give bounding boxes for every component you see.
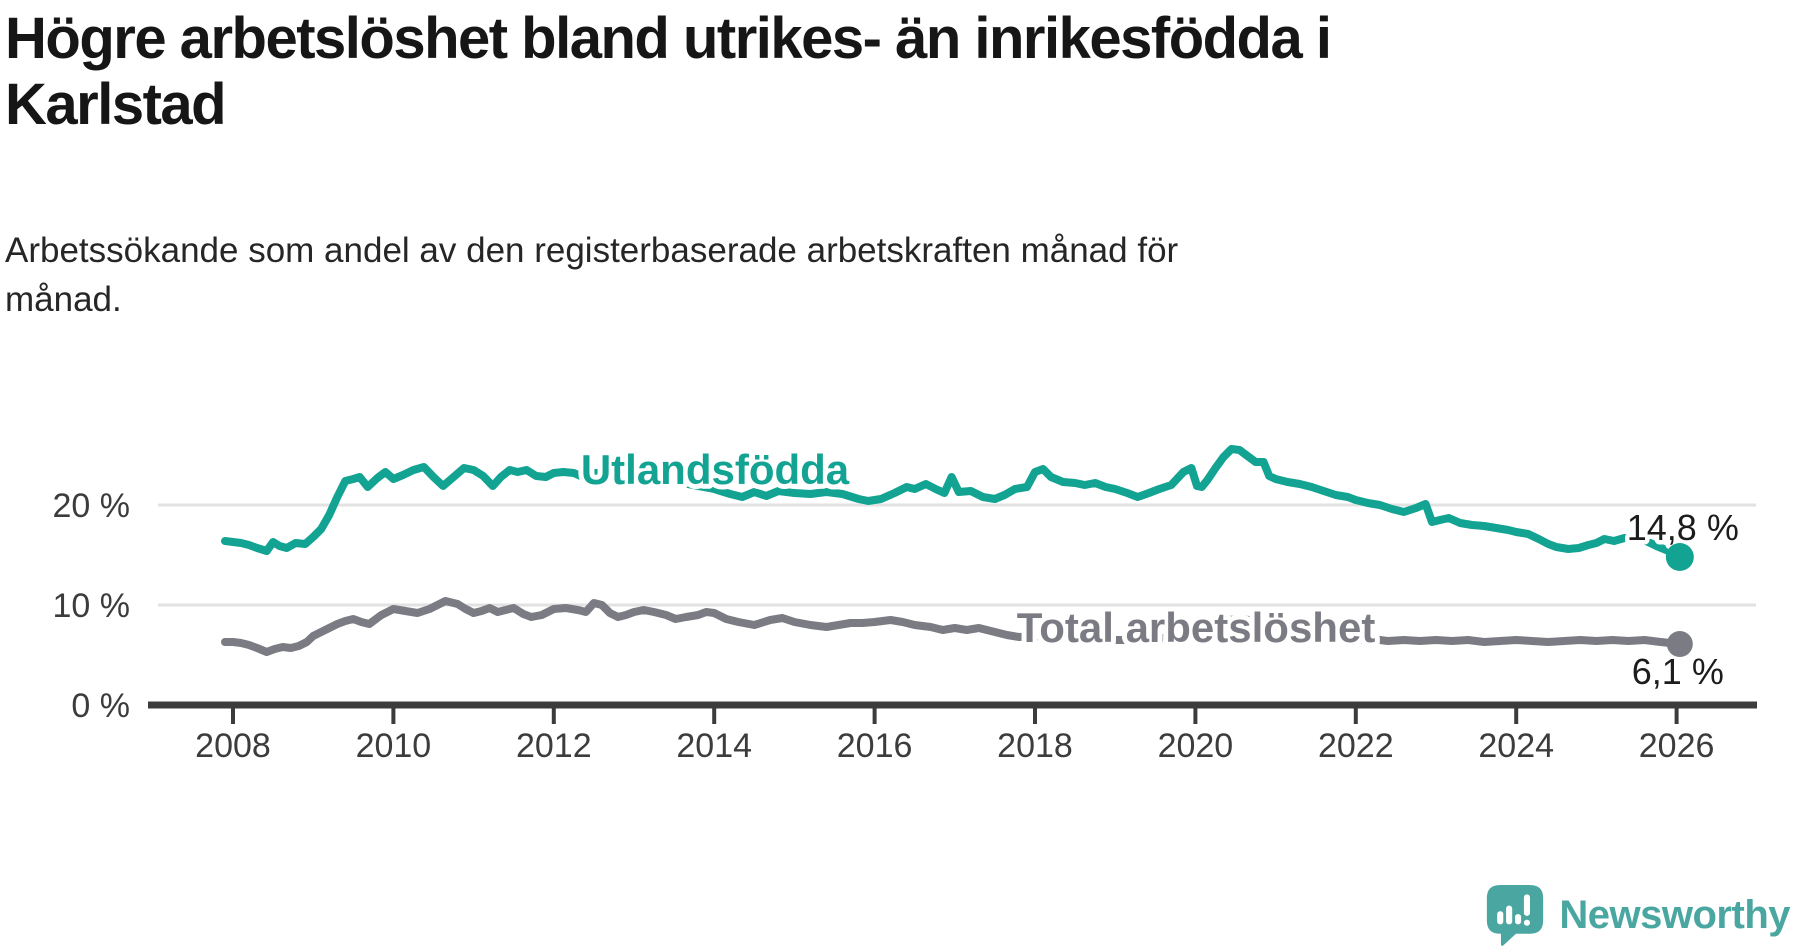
utlandsfodda-line — [221, 445, 1684, 561]
x-tick-label-2008: 2008 — [195, 727, 271, 765]
x-tick-label-2012: 2012 — [516, 727, 592, 765]
chart-title-line1: Högre arbetslöshet bland utrikes- än inr… — [5, 6, 1332, 71]
newsworthy-logo-icon — [1487, 885, 1544, 946]
total-arbetsloshet-end-value-label: 6,1 % — [1632, 651, 1724, 692]
total-arbetsloshet-series-label: Total arbetslöshet — [1017, 604, 1376, 651]
x-tick-label-2014: 2014 — [676, 727, 752, 765]
x-tick-label-2022: 2022 — [1318, 727, 1394, 765]
utlandsfodda-series-label: Utlandsfödda — [581, 446, 850, 493]
utlandsfodda-end-value-label: 14,8 % — [1627, 507, 1739, 548]
total-arbetsloshet-line — [221, 597, 1684, 656]
total-arbetsloshet-end-dot — [1666, 631, 1693, 657]
chart-title-line2: Karlstad — [5, 72, 227, 137]
chart-subtitle: Arbetssökande som andel av den registerb… — [5, 226, 1565, 324]
newsworthy-logo: Newsworthy — [1485, 882, 1790, 948]
x-tick-label-2018: 2018 — [997, 727, 1073, 765]
x-tick-label-2010: 2010 — [356, 727, 432, 765]
x-tick-label-2024: 2024 — [1478, 727, 1554, 765]
chart-subtitle-line2: månad. — [5, 280, 122, 319]
y-tick-label-20: 20 % — [53, 487, 131, 525]
y-tick-label-0: 0 % — [71, 687, 130, 725]
y-tick-label-10: 10 % — [53, 587, 131, 625]
chart-subtitle-line1: Arbetssökande som andel av den registerb… — [5, 231, 1179, 270]
utlandsfodda-end-dot — [1665, 543, 1694, 571]
x-tick-label-2020: 2020 — [1158, 727, 1234, 765]
x-tick-label-2016: 2016 — [837, 727, 913, 765]
chart-title: Högre arbetslöshet bland utrikes- än inr… — [5, 6, 1565, 138]
newsworthy-logo-text: Newsworthy — [1559, 893, 1790, 937]
x-tick-label-2026: 2026 — [1639, 727, 1715, 765]
